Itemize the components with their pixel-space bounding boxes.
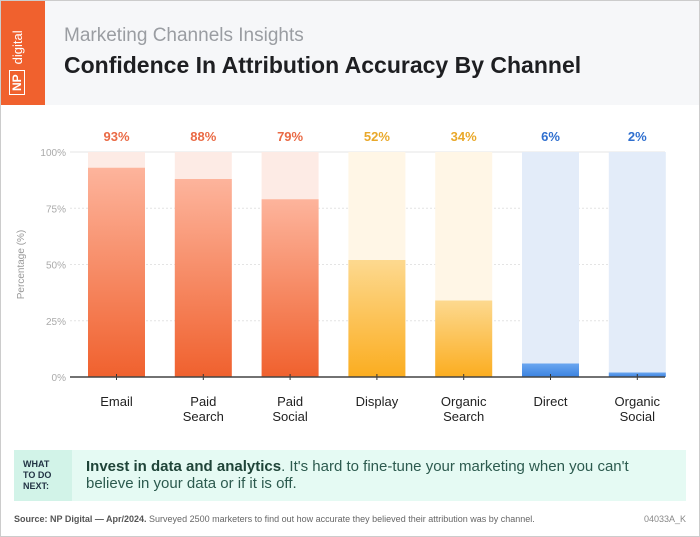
source-text: Surveyed 2500 marketers to find out how … xyxy=(146,514,535,524)
bar xyxy=(261,199,319,377)
x-tick-label: Social xyxy=(620,409,656,424)
data-label: 6% xyxy=(541,129,560,144)
y-axis-label: Percentage (%) xyxy=(16,230,27,299)
data-label: 88% xyxy=(190,129,216,144)
x-tick-label: Organic xyxy=(441,394,487,409)
x-tick-label: Search xyxy=(443,409,484,424)
data-label: 34% xyxy=(451,129,477,144)
logo-text: digital xyxy=(9,30,25,65)
data-label: 2% xyxy=(628,129,647,144)
y-tick-label: 100% xyxy=(40,148,66,159)
x-tick-label: Search xyxy=(183,409,224,424)
bar-chart: 0% 25% 50% 75% 100% Percentage (%) 93% Email 88%… xyxy=(16,129,666,424)
logo-mark: NP xyxy=(9,70,25,95)
data-label: 93% xyxy=(103,129,129,144)
next-text: Invest in data and analytics. It's hard … xyxy=(86,458,676,492)
source-bold: Source: NP Digital — Apr/2024. xyxy=(14,514,147,524)
next-bold: Invest in data and analytics xyxy=(86,458,282,475)
bar-track xyxy=(608,152,666,377)
y-tick-label: 25% xyxy=(46,317,66,328)
y-tick-label: 50% xyxy=(46,261,66,272)
x-tick-label: Display xyxy=(356,394,399,409)
np-digital-logo: NP digital xyxy=(1,1,45,105)
x-tick-label: Organic xyxy=(615,394,661,409)
x-tick-label: Social xyxy=(272,409,308,424)
x-tick-label: Direct xyxy=(534,394,568,409)
header xyxy=(1,1,699,105)
data-label: 79% xyxy=(277,129,303,144)
bar xyxy=(174,179,232,377)
what-to-do-next-box: WHAT TO DO NEXT: Invest in data and anal… xyxy=(14,450,686,501)
y-tick-label: 75% xyxy=(46,204,66,215)
bar xyxy=(348,260,406,377)
next-body: . It's hard to fine-tune your marketing … xyxy=(86,458,629,492)
source-note: Source: NP Digital — Apr/2024. Surveyed … xyxy=(14,514,535,524)
x-tick-label: Paid xyxy=(190,394,216,409)
bar xyxy=(522,363,579,377)
chart-code: 04033A_K xyxy=(643,514,686,524)
y-tick-label: 0% xyxy=(52,373,67,384)
subtitle: Marketing Channels Insights xyxy=(64,25,304,46)
page-title: Confidence In Attribution Accuracy By Ch… xyxy=(64,52,582,78)
x-tick-label: Paid xyxy=(277,394,303,409)
next-label: WHAT TO DO NEXT: xyxy=(23,459,52,491)
data-label: 52% xyxy=(364,129,390,144)
bar xyxy=(88,167,145,377)
bar xyxy=(435,300,493,377)
bar-track xyxy=(522,152,579,377)
x-tick-label: Email xyxy=(100,394,133,409)
